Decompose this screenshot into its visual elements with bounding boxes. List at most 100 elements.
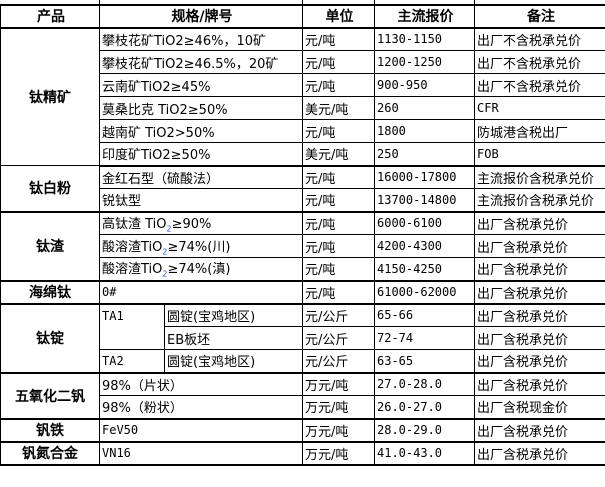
spec-cell: 98%（片状） <box>99 372 303 396</box>
spec-text: 高钛渣 TiO <box>102 216 167 232</box>
spec-cell: EB板坯 <box>164 326 303 350</box>
product-name: 钛锭 <box>0 303 100 374</box>
note-cell: 出厂含税承兑价 <box>474 234 605 258</box>
note-cell: 出厂含税承兑价 <box>474 280 605 305</box>
spec-cell: 锐钛型 <box>99 188 303 213</box>
note-cell: 出厂不含税承兑价 <box>474 50 605 74</box>
product-name: 钛渣 <box>0 211 100 282</box>
spec-cell: 莫桑比克 TiO2≥50% <box>99 96 303 120</box>
note-cell: 出厂含税承兑价 <box>474 257 605 282</box>
spec-cell: 酸溶渣TiO2≥74%(川) <box>99 234 303 258</box>
spec-cell: 高钛渣 TiO2≥90% <box>99 211 303 235</box>
unit-cell: 元/吨 <box>302 257 375 282</box>
spec-cell: 越南矿 TiO2>50% <box>99 119 303 143</box>
table-row: 印度矿TiO2≥50% 美元/吨 250 FOB <box>1 142 605 167</box>
header-unit: 单位 <box>302 5 375 29</box>
price-cell: 41.0-43.0 <box>374 441 475 466</box>
table-row: TA2 圆锭(宝鸡地区) 元/公斤 63-65 出厂含税承兑价 <box>1 349 605 374</box>
table-row: 锐钛型 元/吨 13700-14800 主流报价含税承兑价 <box>1 188 605 213</box>
spec-text: ≥74%(川) <box>167 239 231 255</box>
spec-subscript: 2 <box>166 224 172 234</box>
price-cell: 1200-1250 <box>374 50 475 74</box>
spec-subscript: 2 <box>162 270 168 280</box>
header-row: 产品 规格/牌号 单位 主流报价 备注 <box>0 5 605 29</box>
table-row: 五氧化二钒 98%（片状） 万元/吨 27.0-28.0 出厂含税承兑价 <box>0 372 605 420</box>
spec-cell: 酸溶渣TiO2≥74%(滇) <box>99 257 303 282</box>
header-price: 主流报价 <box>374 5 475 29</box>
unit-cell: 元/吨 <box>302 280 375 305</box>
table-row: 钛锭 TA1 圆锭(宝鸡地区) 元/公斤 65-66 出厂含税承兑价 <box>0 303 605 374</box>
price-cell: 27.0-28.0 <box>374 372 475 396</box>
spec-text: 酸溶渣TiO <box>102 262 163 278</box>
price-cell: 900-950 <box>374 73 475 97</box>
table-row: 攀枝花矿TiO2≥46.5%，20矿 元/吨 1200-1250 出厂不含税承兑… <box>1 50 605 74</box>
price-cell: 4200-4300 <box>374 234 475 258</box>
spec-cell: 圆锭(宝鸡地区) <box>164 349 303 374</box>
unit-cell: 元/公斤 <box>302 326 375 350</box>
unit-cell: 元/吨 <box>302 188 375 213</box>
unit-cell: 万元/吨 <box>302 418 375 443</box>
product-name: 五氧化二钒 <box>0 372 100 420</box>
note-cell: 出厂含税承兑价 <box>474 441 605 466</box>
price-cell: 1800 <box>374 119 475 143</box>
unit-cell: 元/吨 <box>302 50 375 74</box>
grade-cell: TA1 <box>99 303 165 350</box>
grade-cell: TA2 <box>99 349 165 374</box>
product-name: 海绵钛 <box>0 280 100 305</box>
note-cell: 主流报价含税承兑价 <box>474 188 605 213</box>
spec-text: ≥74%(滇) <box>167 262 231 278</box>
price-cell: 63-65 <box>374 349 475 374</box>
price-cell: 1130-1150 <box>374 27 475 51</box>
product-name: 钒铁 <box>0 418 100 443</box>
spec-cell: 98%（粉状） <box>99 395 303 420</box>
note-cell: 出厂含税承兑价 <box>474 303 605 327</box>
note-cell: 出厂含税承兑价 <box>474 211 605 235</box>
table-row: 酸溶渣TiO2≥74%(川) 元/吨 4200-4300 出厂含税承兑价 <box>1 234 605 258</box>
spec-cell: 云南矿TiO2≥45% <box>99 73 303 97</box>
table-row: 钛精矿 攀枝花矿TiO2≥46%，10矿 元/吨 1130-1150 出厂不含税… <box>0 27 605 166</box>
header-note: 备注 <box>474 5 605 29</box>
table-row: 98%（粉状） 万元/吨 26.0-27.0 出厂含税现金价 <box>1 395 605 420</box>
price-cell: 16000-17800 <box>374 165 475 189</box>
unit-cell: 万元/吨 <box>302 372 375 396</box>
table-row: 钒铁 FeV50 万元/吨 28.0-29.0 出厂含税承兑价 <box>0 418 605 443</box>
header-spec: 规格/牌号 <box>99 5 303 29</box>
note-cell: CFR <box>474 96 605 120</box>
unit-cell: 元/公斤 <box>302 303 375 327</box>
spec-cell: 攀枝花矿TiO2≥46.5%，20矿 <box>99 50 303 74</box>
price-cell: 4150-4250 <box>374 257 475 282</box>
note-cell: 出厂含税承兑价 <box>474 349 605 374</box>
price-cell: 61000-62000 <box>374 280 475 305</box>
unit-cell: 元/吨 <box>302 165 375 189</box>
table-row: 钛渣 高钛渣 TiO2≥90% 元/吨 6000-6100 出厂含税承兑价 <box>0 211 605 282</box>
price-cell: 28.0-29.0 <box>374 418 475 443</box>
table-row: 海绵钛 0# 元/吨 61000-62000 出厂含税承兑价 <box>0 280 605 305</box>
spec-text: 酸溶渣TiO <box>102 239 163 255</box>
unit-cell: 美元/吨 <box>302 96 375 120</box>
unit-cell: 元/吨 <box>302 73 375 97</box>
spec-cell: 0# <box>99 280 303 305</box>
note-cell: 出厂含税承兑价 <box>474 326 605 350</box>
note-cell: 防城港含税出厂 <box>474 119 605 143</box>
price-cell: 65-66 <box>374 303 475 327</box>
note-cell: 出厂含税承兑价 <box>474 372 605 396</box>
unit-cell: 元/吨 <box>302 119 375 143</box>
spec-cell: VN16 <box>99 441 303 466</box>
note-cell: 主流报价含税承兑价 <box>474 165 605 189</box>
price-cell: 250 <box>374 142 475 167</box>
unit-cell: 元/吨 <box>302 211 375 235</box>
spec-cell: 圆锭(宝鸡地区) <box>164 303 303 327</box>
price-cell: 13700-14800 <box>374 188 475 213</box>
header-product: 产品 <box>0 5 100 29</box>
product-name: 钒氮合金 <box>0 441 100 466</box>
table-row: 钛白粉 金红石型（硫酸法） 元/吨 16000-17800 主流报价含税承兑价 <box>0 165 605 213</box>
unit-cell: 元/吨 <box>302 234 375 258</box>
spec-text: ≥90% <box>171 216 212 232</box>
unit-cell: 美元/吨 <box>302 142 375 167</box>
product-name: 钛精矿 <box>0 27 100 166</box>
table-row: 钒氮合金 VN16 万元/吨 41.0-43.0 出厂含税承兑价 <box>0 441 605 466</box>
price-table: 产品 规格/牌号 单位 主流报价 备注 钛精矿 攀枝花矿TiO2≥46%，10矿… <box>0 5 605 466</box>
price-cell: 72-74 <box>374 326 475 350</box>
note-cell: 出厂含税现金价 <box>474 395 605 420</box>
spec-cell: 印度矿TiO2≥50% <box>99 142 303 167</box>
